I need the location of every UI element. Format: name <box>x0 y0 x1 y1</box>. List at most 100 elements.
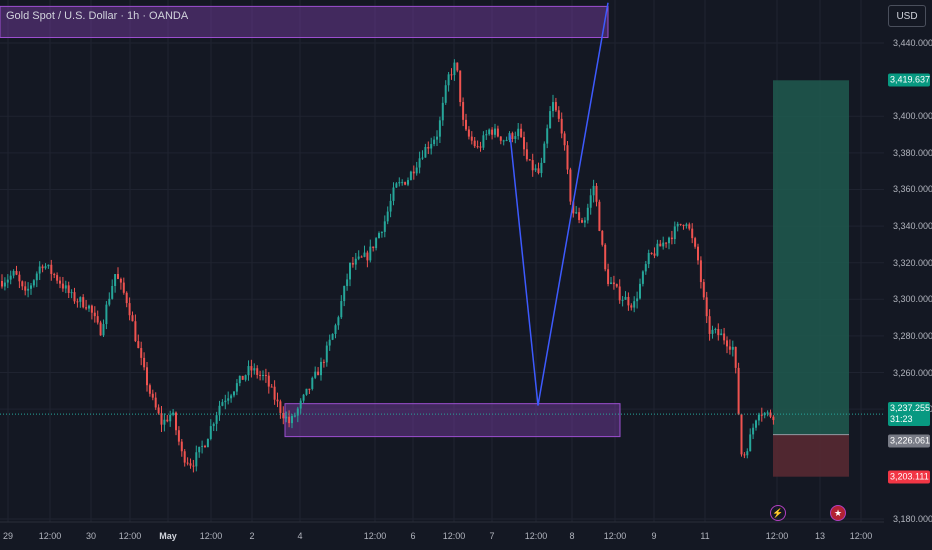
candle-body <box>354 258 357 265</box>
candle-body <box>73 292 76 302</box>
candle-body <box>21 281 24 287</box>
candle-body <box>566 145 569 170</box>
candle-body <box>467 129 470 137</box>
current-price-value: 3,237.255 <box>890 403 931 414</box>
y-tick-label: 3,440.000 <box>893 38 932 48</box>
candle-body <box>601 230 604 245</box>
candle-body <box>35 273 38 281</box>
candle-body <box>267 375 270 387</box>
candle-body <box>114 274 117 286</box>
candle-body <box>560 118 563 134</box>
candle-body <box>386 211 389 222</box>
candle-body <box>482 135 485 148</box>
candle-body <box>610 282 612 285</box>
candle-body <box>117 274 119 279</box>
candle-body <box>346 279 349 286</box>
x-tick-label: 12:00 <box>199 531 223 541</box>
candle-body <box>201 445 204 447</box>
x-tick-label: 7 <box>489 531 495 541</box>
countdown-timer: 31:23 <box>890 414 913 425</box>
candle-body <box>140 348 143 358</box>
candle-body <box>293 415 296 417</box>
candle-body <box>375 238 378 249</box>
candle-body <box>154 397 157 408</box>
candle-body <box>209 426 212 439</box>
candle-body <box>64 285 67 289</box>
candle-body <box>146 367 148 386</box>
candle-body <box>221 402 224 406</box>
candle-body <box>148 385 151 394</box>
candle-body <box>711 329 714 334</box>
candle-body <box>499 136 502 141</box>
candle-body <box>24 286 27 291</box>
candle-body <box>517 128 520 137</box>
candle-body <box>552 102 554 112</box>
candle-body <box>322 361 325 363</box>
lightning-icon[interactable]: ⚡ <box>770 505 786 521</box>
candle-body <box>1 281 3 287</box>
candle-body <box>12 270 15 276</box>
candle-body <box>438 120 441 137</box>
trend-polyline <box>509 2 609 406</box>
candle-body <box>351 263 354 265</box>
candle-body <box>607 269 610 285</box>
currency-button[interactable]: USD <box>888 5 926 27</box>
trend-line <box>509 2 609 406</box>
candle-body <box>766 412 769 414</box>
candle-body <box>79 297 82 302</box>
candle-body <box>357 256 360 259</box>
candle-body <box>163 419 166 425</box>
candle-body <box>427 146 430 149</box>
candle-body <box>192 465 195 467</box>
candle-body <box>67 285 70 293</box>
candle-body <box>401 182 404 184</box>
candle-body <box>496 128 499 137</box>
candle-body <box>737 367 740 415</box>
x-tick-label: 12:00 <box>849 531 873 541</box>
candle-body <box>598 201 601 231</box>
us-flag-icon[interactable]: ★ <box>830 505 846 521</box>
candle-body <box>615 284 618 287</box>
candle-body <box>215 415 218 424</box>
x-tick-label: 12:00 <box>603 531 627 541</box>
candle-body <box>61 283 64 289</box>
candle-body <box>137 341 140 349</box>
candle-body <box>494 128 496 135</box>
candle-body <box>644 264 647 272</box>
candle-body <box>392 187 395 201</box>
candle-body <box>699 260 702 283</box>
candle-body <box>337 317 340 326</box>
candle-body <box>262 374 264 376</box>
candle-body <box>412 171 415 174</box>
candle-body <box>282 412 285 419</box>
candle-series <box>1 59 775 473</box>
candle-body <box>204 445 206 448</box>
candle-body <box>241 375 244 380</box>
current-price-label: 3,237.255 31:23 <box>888 402 931 427</box>
candle-body <box>543 143 546 163</box>
candle-body <box>621 299 624 301</box>
candle-body <box>41 266 44 269</box>
candle-body <box>462 102 465 120</box>
drawing-zones <box>0 5 849 477</box>
loss-zone <box>773 434 849 477</box>
candle-body <box>528 159 531 161</box>
candle-body <box>383 221 386 232</box>
stop-price-label: 3,203.111 <box>888 470 930 484</box>
candle-body <box>723 333 726 341</box>
candle-body <box>244 375 247 380</box>
candle-body <box>728 346 731 350</box>
candle-body <box>430 144 433 149</box>
y-tick-label: 3,360.000 <box>893 184 932 195</box>
x-tick-label: 13 <box>814 531 826 541</box>
x-tick-label: 12:00 <box>38 531 62 541</box>
candle-body <box>740 414 743 455</box>
candle-body <box>743 454 746 456</box>
candle-body <box>183 451 186 463</box>
candle-body <box>757 414 760 421</box>
candle-body <box>520 128 523 138</box>
x-tick-label: 12:00 <box>118 531 142 541</box>
candle-body <box>317 371 320 376</box>
candle-body <box>726 340 728 347</box>
